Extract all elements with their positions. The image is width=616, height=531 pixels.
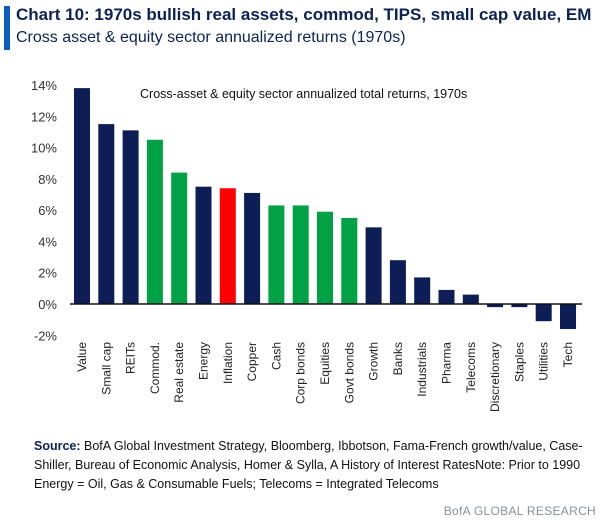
y-tick-label: -2% <box>34 328 58 343</box>
x-tick-label: Govt bonds <box>342 342 356 403</box>
bar-commod- <box>146 139 163 304</box>
bar-telecoms <box>462 294 479 304</box>
chart-subtitle: Cross asset & equity sector annualized r… <box>16 29 406 46</box>
x-tick-label: Equities <box>318 342 332 385</box>
bar-growth <box>365 227 382 304</box>
source-label: Source: <box>34 439 81 453</box>
bar-copper <box>244 192 261 304</box>
bar-pharma <box>438 289 455 304</box>
source-text: BofA Global Investment Strategy, Bloombe… <box>34 439 583 491</box>
y-tick-label: 0% <box>38 297 57 312</box>
bar-inflation <box>219 188 236 304</box>
y-tick-label: 6% <box>38 203 57 218</box>
source-note: Source: BofA Global Investment Strategy,… <box>34 437 594 494</box>
x-tick-label: Cash <box>269 342 283 370</box>
x-tick-label: Commod. <box>148 342 162 394</box>
bar-utilities <box>535 304 552 322</box>
y-tick-label: 10% <box>31 141 57 156</box>
bar-corp-bonds <box>292 205 309 304</box>
chart-title: Chart 10: 1970s bullish real assets, com… <box>16 5 592 24</box>
y-tick-label: 14% <box>31 78 57 93</box>
bar-real-estate <box>171 172 188 304</box>
x-tick-label: Discretionary <box>488 342 502 412</box>
y-tick-label: 8% <box>38 172 57 187</box>
x-tick-label: Real estate <box>172 342 186 403</box>
x-tick-label: Value <box>75 342 89 372</box>
bar-banks <box>389 260 406 304</box>
bar-industrials <box>414 277 431 304</box>
x-tick-label: Utilities <box>537 342 551 381</box>
x-tick-label: REITs <box>124 342 138 374</box>
chart-inner-title: Cross-asset & equity sector annualized t… <box>140 87 467 101</box>
y-tick-label: 2% <box>38 266 57 281</box>
bar-reits <box>122 130 139 304</box>
x-tick-label: Growth <box>367 342 381 381</box>
x-tick-label: Pharma <box>440 342 454 384</box>
x-tick-label: Inflation <box>221 342 235 384</box>
x-tick-label: Tech <box>561 342 575 367</box>
bar-value <box>74 88 90 304</box>
y-tick-label: 4% <box>38 234 57 249</box>
bar-cash <box>268 205 285 304</box>
x-tick-label: Telecoms <box>464 342 478 393</box>
bar-small-cap <box>98 124 115 304</box>
x-tick-label: Industrials <box>415 342 429 397</box>
x-tick-label: Energy <box>197 342 211 380</box>
x-tick-label: Staples <box>512 342 526 382</box>
bar-chart: -2% 0% 2% 4% 6% 8% 10% 12% 14% Cross-asset & equi… <box>31 78 582 412</box>
bar-discretionary <box>487 304 504 308</box>
bar-equities <box>317 211 333 304</box>
bar-staples <box>511 304 528 308</box>
y-tick-label: 12% <box>31 109 57 124</box>
x-tick-label: Banks <box>391 342 405 375</box>
bar-tech <box>560 304 576 330</box>
title-accent-bar <box>4 6 10 50</box>
bar-govt-bonds <box>341 217 358 304</box>
bar-energy <box>195 186 212 304</box>
x-tick-label: Copper <box>245 342 259 381</box>
x-tick-label: Small cap <box>99 342 113 395</box>
x-tick-label: Corp bonds <box>294 342 308 404</box>
brand-footer: BofA GLOBAL RESEARCH <box>443 504 596 518</box>
